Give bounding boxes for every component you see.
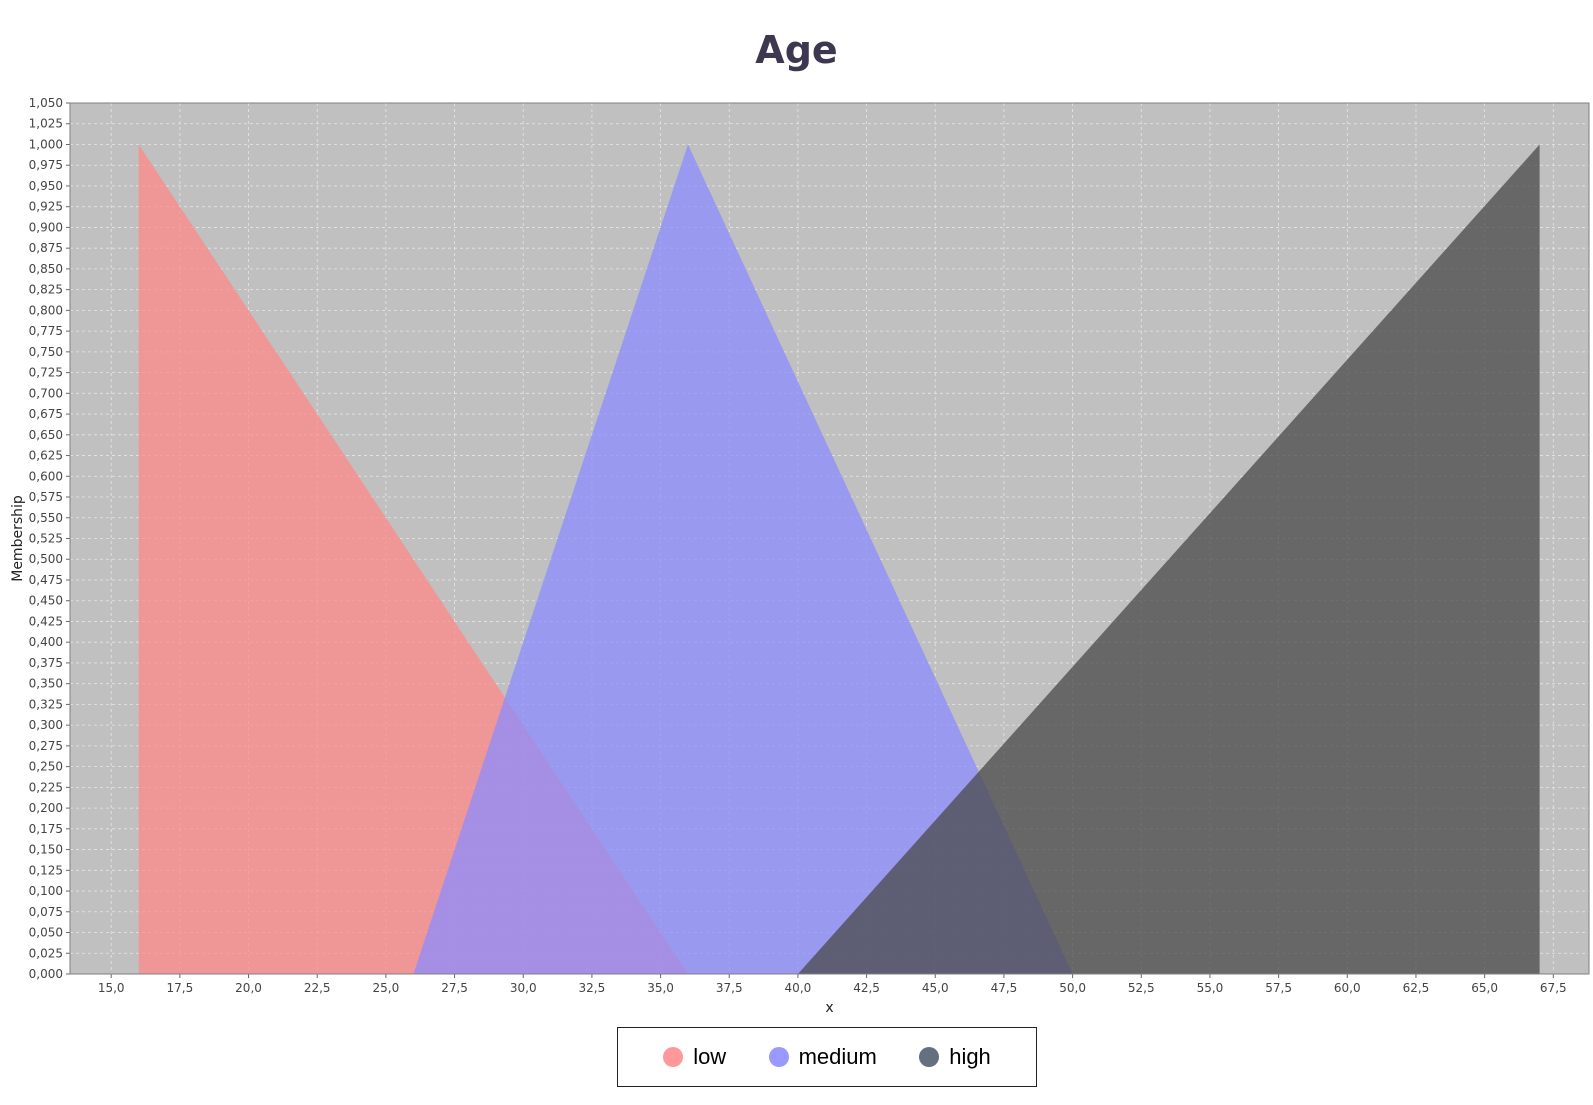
y-tick-label: 0,625 (29, 449, 63, 463)
legend-item-low: low (663, 1044, 726, 1070)
y-tick-label: 0,725 (29, 366, 63, 380)
y-tick-label: 0,800 (29, 303, 63, 317)
legend-label-high: high (949, 1044, 991, 1069)
y-tick-label: 0,900 (29, 220, 63, 234)
legend-item-medium: medium (768, 1044, 877, 1070)
membership-chart: 0,000 0,025 0,050 0,075 0,100 0,125 0,150 0,175… (10, 96, 1590, 1016)
legend-item-high: high (919, 1044, 991, 1070)
chart-title: Age (755, 28, 838, 72)
y-tick-label: 0,025 (29, 946, 63, 960)
plot-frame (69, 102, 1590, 975)
y-tick-label: 0,675 (29, 407, 63, 421)
y-tick-label: 0,550 (29, 511, 63, 525)
x-tick-label: 22,5 (304, 981, 331, 995)
x-tick-label: 15,0 (98, 981, 125, 995)
y-tick-label: 0,050 (29, 926, 63, 940)
x-tick-label: 50,0 (1059, 981, 1086, 995)
x-tick-label: 65,0 (1471, 981, 1498, 995)
x-axis-label: x (825, 1000, 833, 1016)
x-tick-label: 32,5 (579, 981, 606, 995)
y-tick-label: 0,450 (29, 594, 63, 608)
y-tick-label: 0,150 (29, 843, 63, 857)
y-tick-label: 0,350 (29, 677, 63, 691)
series-layer (138, 144, 1540, 974)
x-tick-label: 55,0 (1197, 981, 1224, 995)
y-axis-label: Membership (10, 495, 26, 582)
x-tick-label: 47,5 (991, 981, 1018, 995)
x-tick-label: 45,0 (922, 981, 949, 995)
y-tick-label: 0,500 (29, 552, 63, 566)
y-tick-label: 0,175 (29, 822, 63, 836)
x-tick-label: 40,0 (785, 981, 812, 995)
x-tick-label: 67,5 (1540, 981, 1567, 995)
x-tick-label: 37,5 (716, 981, 743, 995)
y-tick-label: 0,000 (29, 967, 63, 981)
y-tick-label: 0,250 (29, 760, 63, 774)
x-tick-label: 62,5 (1403, 981, 1430, 995)
x-tick-label: 35,0 (647, 981, 674, 995)
y-tick-label: 0,225 (29, 780, 63, 794)
y-tick-label: 0,650 (29, 428, 63, 442)
x-tick-label: 17,5 (167, 981, 194, 995)
y-tick-label: 0,200 (29, 801, 63, 815)
x-tick-label: 42,5 (853, 981, 880, 995)
x-tick-label: 25,0 (373, 981, 400, 995)
y-tick-label: 0,525 (29, 532, 63, 546)
y-tick-label: 1,050 (29, 96, 63, 110)
y-tick-label: 0,075 (29, 905, 63, 919)
y-tick-label: 0,100 (29, 884, 63, 898)
x-tick-label: 60,0 (1334, 981, 1361, 995)
series-medium-area (413, 144, 1073, 974)
y-tick-label: 1,025 (29, 117, 63, 131)
legend-swatch-medium (768, 1047, 789, 1067)
y-tick-label: 0,125 (29, 863, 63, 877)
series-high-area (797, 144, 1540, 974)
y-tick-label: 1,000 (29, 137, 63, 151)
legend: low medium high (617, 1027, 1037, 1087)
y-tick-label: 0,850 (29, 262, 63, 276)
y-tick-label: 0,750 (29, 345, 63, 359)
x-tick-label: 27,5 (441, 981, 468, 995)
y-tick-label: 0,700 (29, 386, 63, 400)
legend-swatch-low (663, 1047, 684, 1067)
y-tick-label: 0,950 (29, 179, 63, 193)
legend-swatch-high (919, 1047, 940, 1067)
x-tick-label: 20,0 (235, 981, 262, 995)
y-tick-label: 0,775 (29, 324, 63, 338)
legend-label-low: low (693, 1044, 727, 1069)
y-tick-label: 0,400 (29, 635, 63, 649)
y-tick-label: 0,575 (29, 490, 63, 504)
y-tick-label: 0,425 (29, 614, 63, 628)
y-tick-label: 0,275 (29, 739, 63, 753)
y-tick-label: 0,925 (29, 200, 63, 214)
x-tick-label: 57,5 (1265, 981, 1292, 995)
y-tick-label: 0,875 (29, 241, 63, 255)
y-tick-label: 0,600 (29, 469, 63, 483)
x-tick-label: 30,0 (510, 981, 537, 995)
x-tick-label: 52,5 (1128, 981, 1155, 995)
axes: 0,000 0,025 0,050 0,075 0,100 0,125 0,150 0,175… (29, 96, 1590, 995)
y-tick-label: 0,375 (29, 656, 63, 670)
y-tick-label: 0,975 (29, 158, 63, 172)
y-tick-label: 0,325 (29, 697, 63, 711)
y-tick-label: 0,475 (29, 573, 63, 587)
legend-label-medium: medium (798, 1044, 877, 1069)
y-tick-label: 0,300 (29, 718, 63, 732)
y-tick-label: 0,825 (29, 283, 63, 297)
